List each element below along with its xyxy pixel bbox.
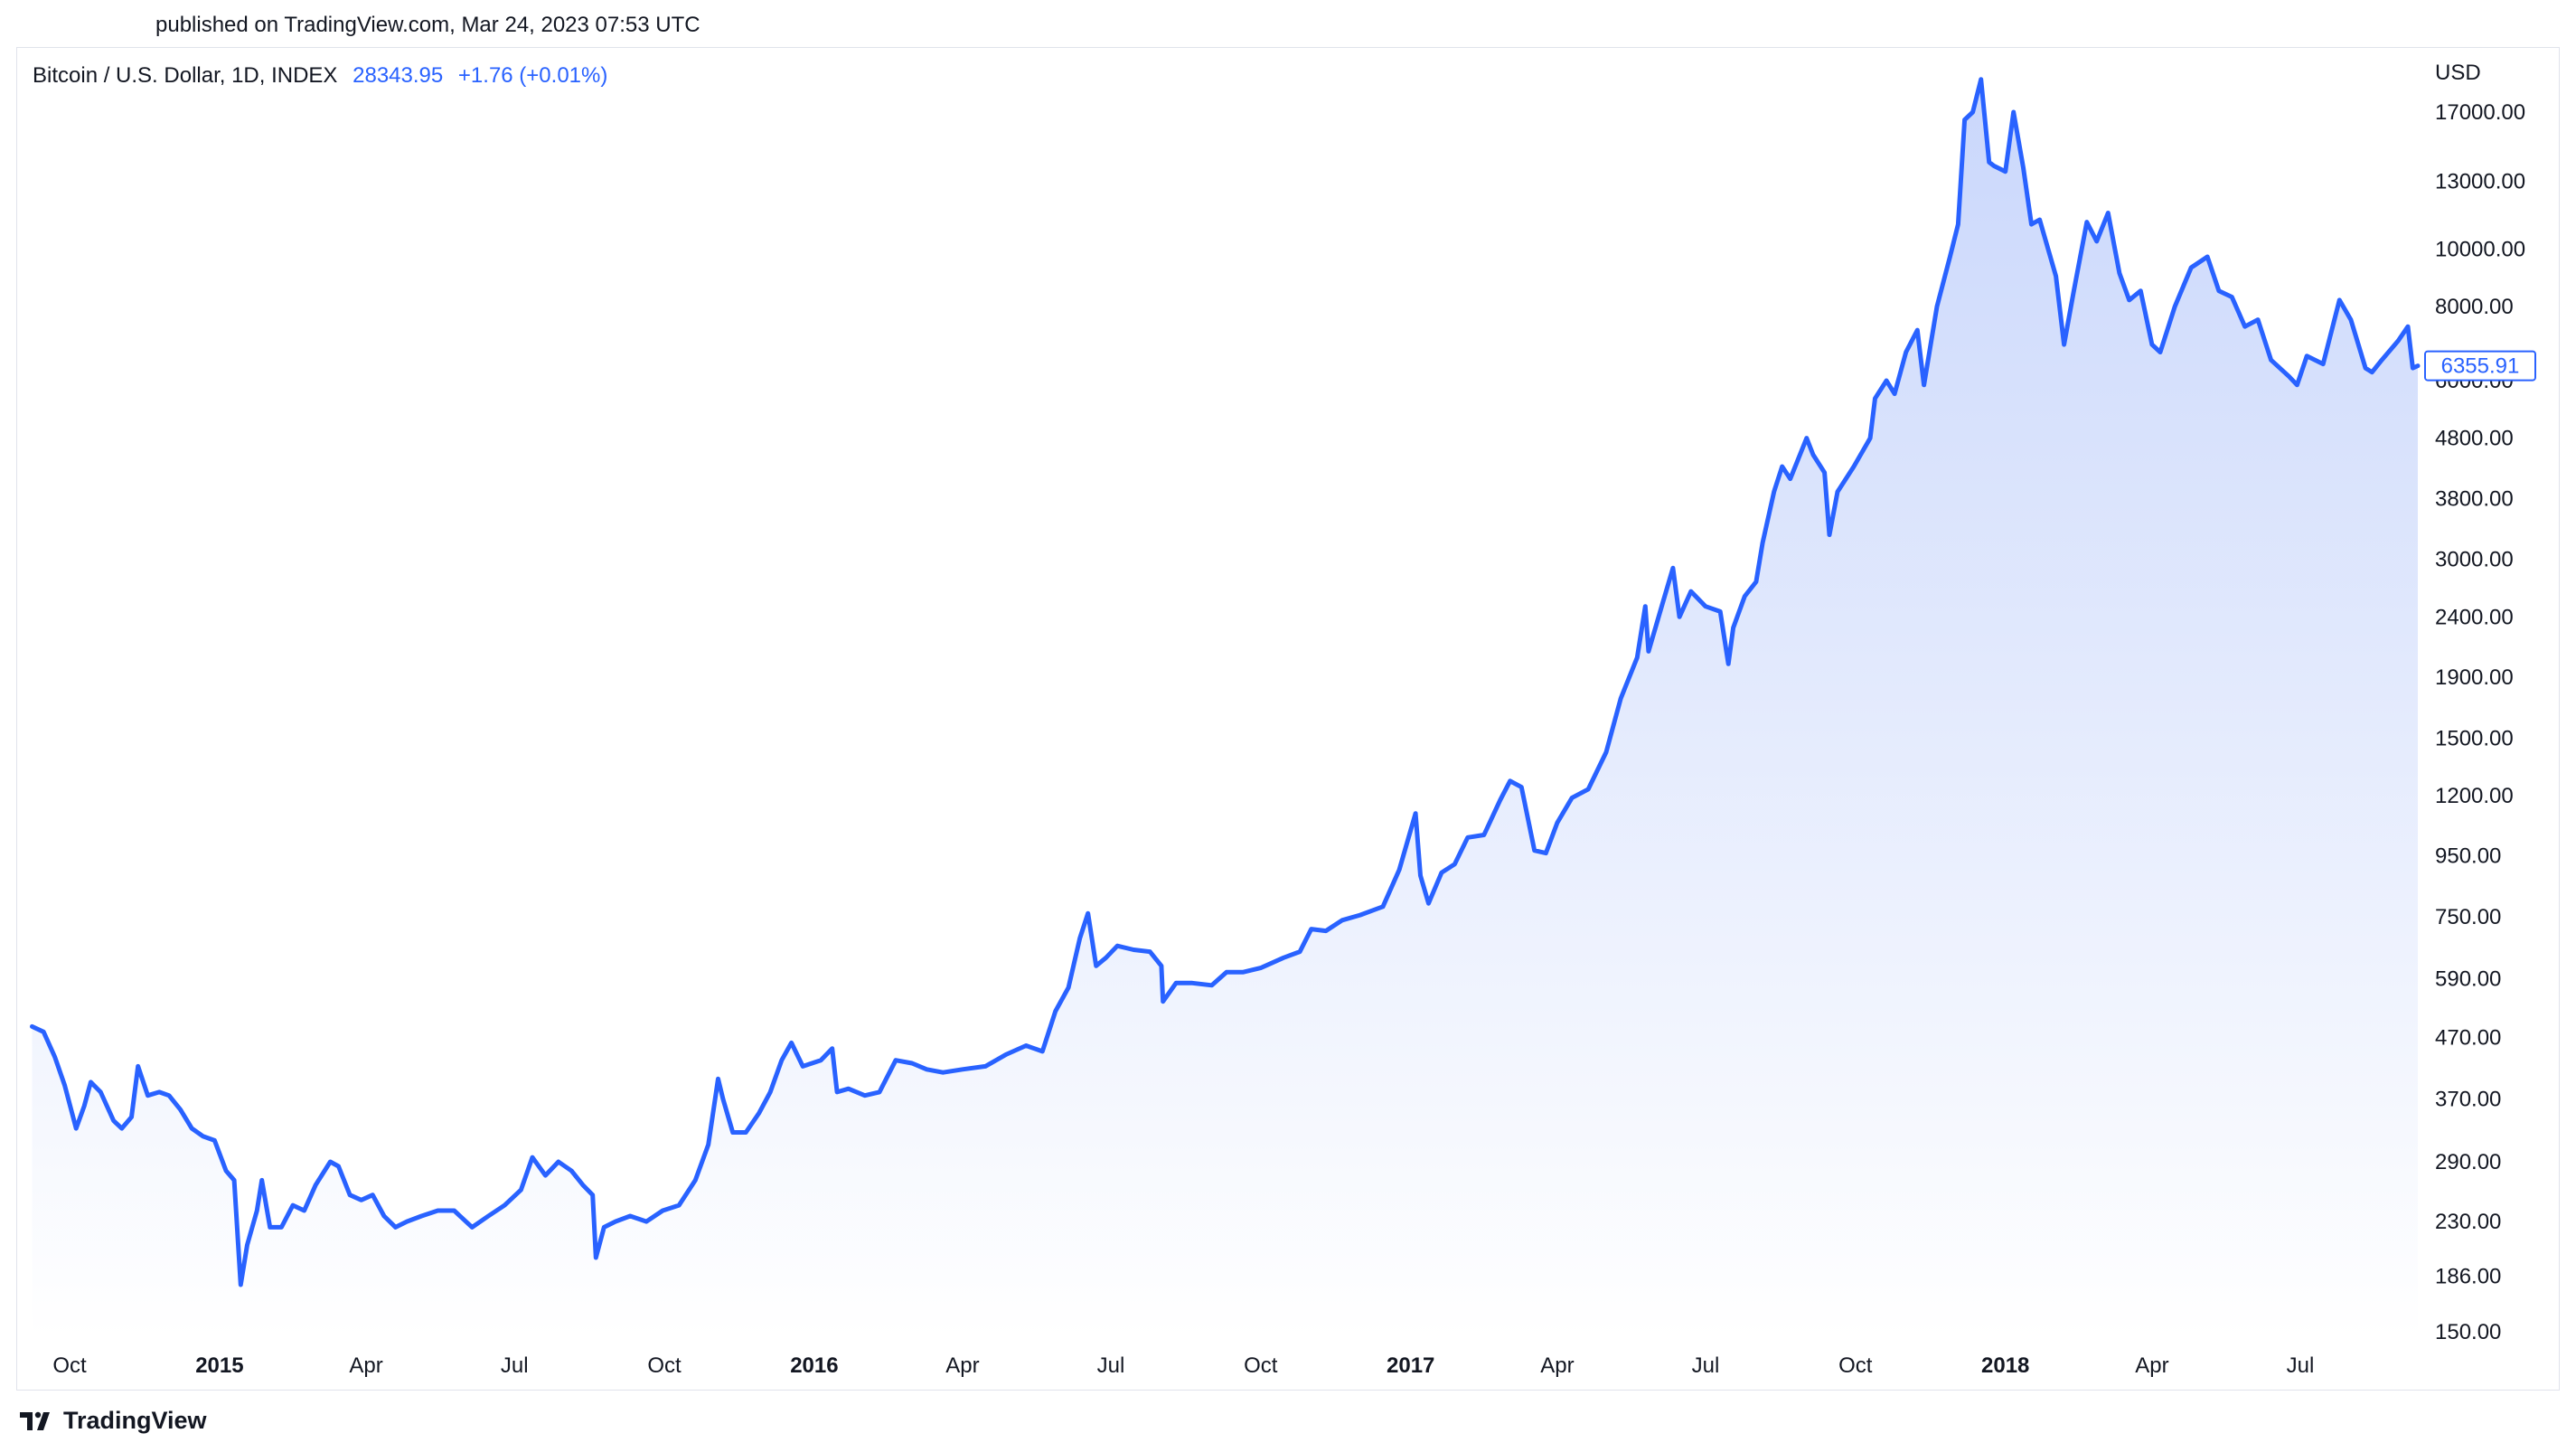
price-axis-tick-label: 230.00 <box>2435 1210 2501 1234</box>
chart-frame <box>16 47 2560 1391</box>
price-area-fill <box>32 79 2418 1338</box>
price-axis-unit: USD <box>2435 61 2481 85</box>
symbol-legend: Bitcoin / U.S. Dollar, 1D, INDEX 28343.9… <box>33 63 616 89</box>
price-axis-tick-label: 4800.00 <box>2435 427 2514 451</box>
time-axis-tick-label: Apr <box>1540 1353 1574 1378</box>
time-axis-tick-label: Apr <box>349 1353 382 1378</box>
price-axis-tick-label: 8000.00 <box>2435 295 2514 319</box>
time-axis-tick-label: 2016 <box>790 1353 838 1378</box>
price-axis-tick-label: 10000.00 <box>2435 237 2525 261</box>
price-axis-tick-label: 17000.00 <box>2435 100 2525 125</box>
price-axis-tick-label: 186.00 <box>2435 1265 2501 1289</box>
price-axis-tick-label: 1200.00 <box>2435 784 2514 808</box>
time-axis-tick-label: Oct <box>1838 1353 1873 1378</box>
brand-name: TradingView <box>63 1407 207 1434</box>
time-axis-tick-label: Oct <box>52 1353 87 1378</box>
time-axis-tick-label: Apr <box>2135 1353 2168 1378</box>
price-axis-tick-label: 590.00 <box>2435 966 2501 991</box>
price-axis-tick-label: 370.00 <box>2435 1088 2501 1112</box>
last-price: 28343.95 <box>353 63 444 88</box>
price-axis: 17000.0013000.0010000.008000.006000.0048… <box>2435 100 2525 1344</box>
time-axis-tick-label: 2015 <box>195 1353 243 1378</box>
price-line[interactable] <box>30 77 2421 1287</box>
last-price-tag-label: 6355.91 <box>2441 354 2520 379</box>
time-axis-tick-label: Jul <box>1692 1353 1720 1378</box>
published-caption: published on TradingView.com, Mar 24, 20… <box>155 13 700 37</box>
last-price-tag-box <box>2424 350 2536 382</box>
last-price-tag: 6355.91 <box>2424 350 2536 382</box>
price-axis-tick-label: 950.00 <box>2435 844 2501 869</box>
symbol-name[interactable]: Bitcoin / U.S. Dollar, 1D, INDEX <box>33 63 338 88</box>
time-axis-tick-label: Oct <box>647 1353 682 1378</box>
time-axis-tick-label: 2018 <box>1981 1353 2029 1378</box>
price-axis-tick-label: 750.00 <box>2435 905 2501 929</box>
price-axis-tick-label: 1900.00 <box>2435 665 2514 690</box>
time-axis: Oct 2015 Apr Jul Oct 2016 Apr Jul Oct 2017 Apr Jul O… <box>52 1353 2314 1378</box>
price-axis-tick-label: 13000.00 <box>2435 170 2525 194</box>
time-axis-tick-label: 2017 <box>1387 1353 1434 1378</box>
tradingview-logo-icon <box>20 1411 50 1430</box>
time-axis-tick-label: Jul <box>501 1353 529 1378</box>
time-axis-tick-label: Jul <box>1097 1353 1125 1378</box>
tradingview-brand[interactable]: TradingView <box>20 1407 207 1435</box>
time-axis-tick-label: Jul <box>2287 1353 2315 1378</box>
time-axis-tick-label: Oct <box>1244 1353 1278 1378</box>
time-axis-tick-label: Apr <box>945 1353 979 1378</box>
price-axis-tick-label: 150.00 <box>2435 1320 2501 1344</box>
price-axis-tick-label: 290.00 <box>2435 1150 2501 1174</box>
price-axis-tick-label: 3000.00 <box>2435 548 2514 572</box>
price-change: +1.76 (+0.01%) <box>457 63 608 88</box>
price-axis-tick-label: 470.00 <box>2435 1025 2501 1050</box>
price-axis-tick-label: 3800.00 <box>2435 486 2514 511</box>
price-axis-tick-label: 2400.00 <box>2435 605 2514 629</box>
price-axis-tick-label: 1500.00 <box>2435 726 2514 750</box>
